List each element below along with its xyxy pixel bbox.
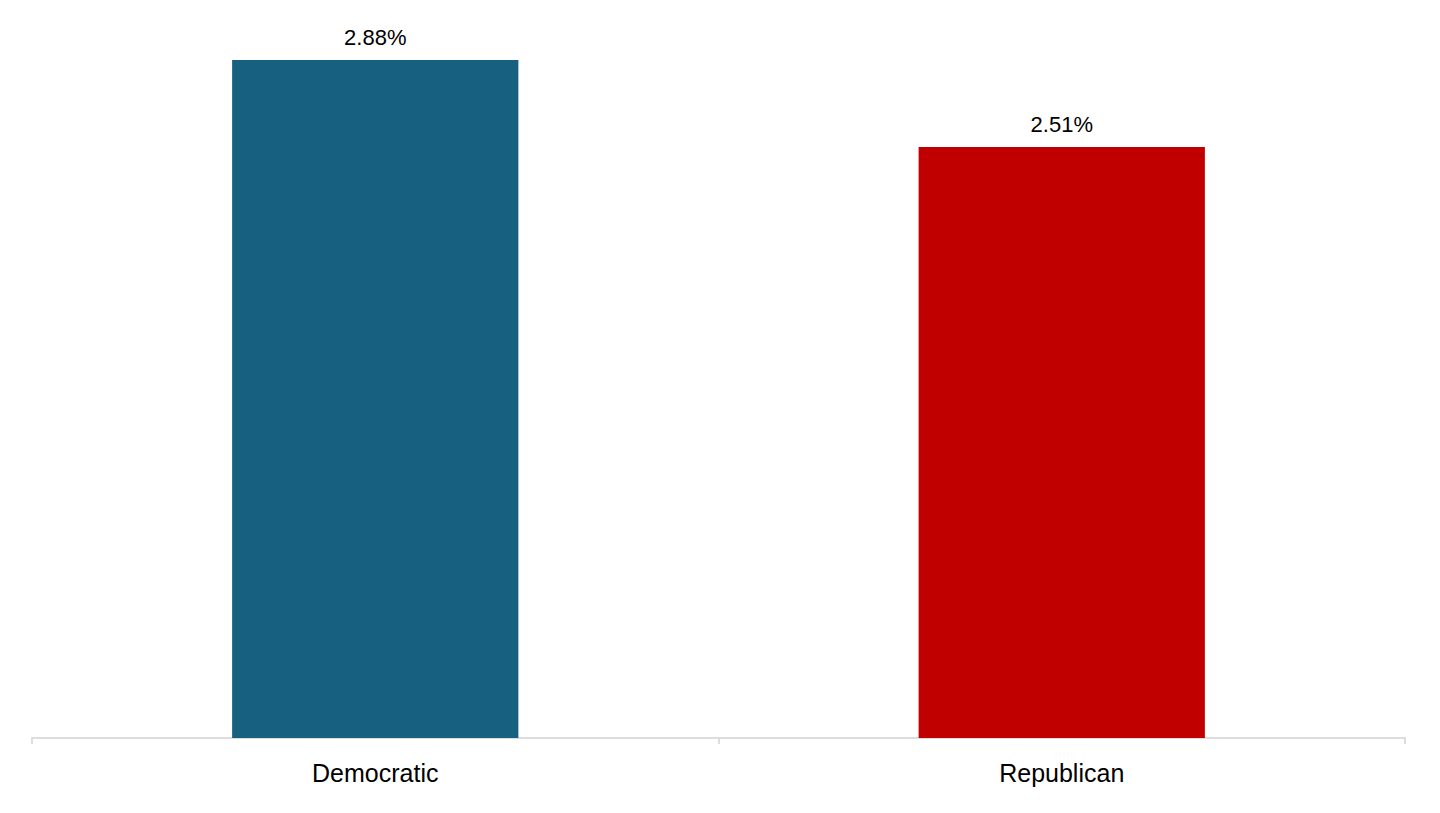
- svg-text:2.88%: 2.88%: [344, 25, 406, 50]
- svg-text:Democratic: Democratic: [312, 759, 438, 787]
- svg-text:Republican: Republican: [999, 759, 1124, 787]
- svg-text:2.51%: 2.51%: [1031, 112, 1093, 137]
